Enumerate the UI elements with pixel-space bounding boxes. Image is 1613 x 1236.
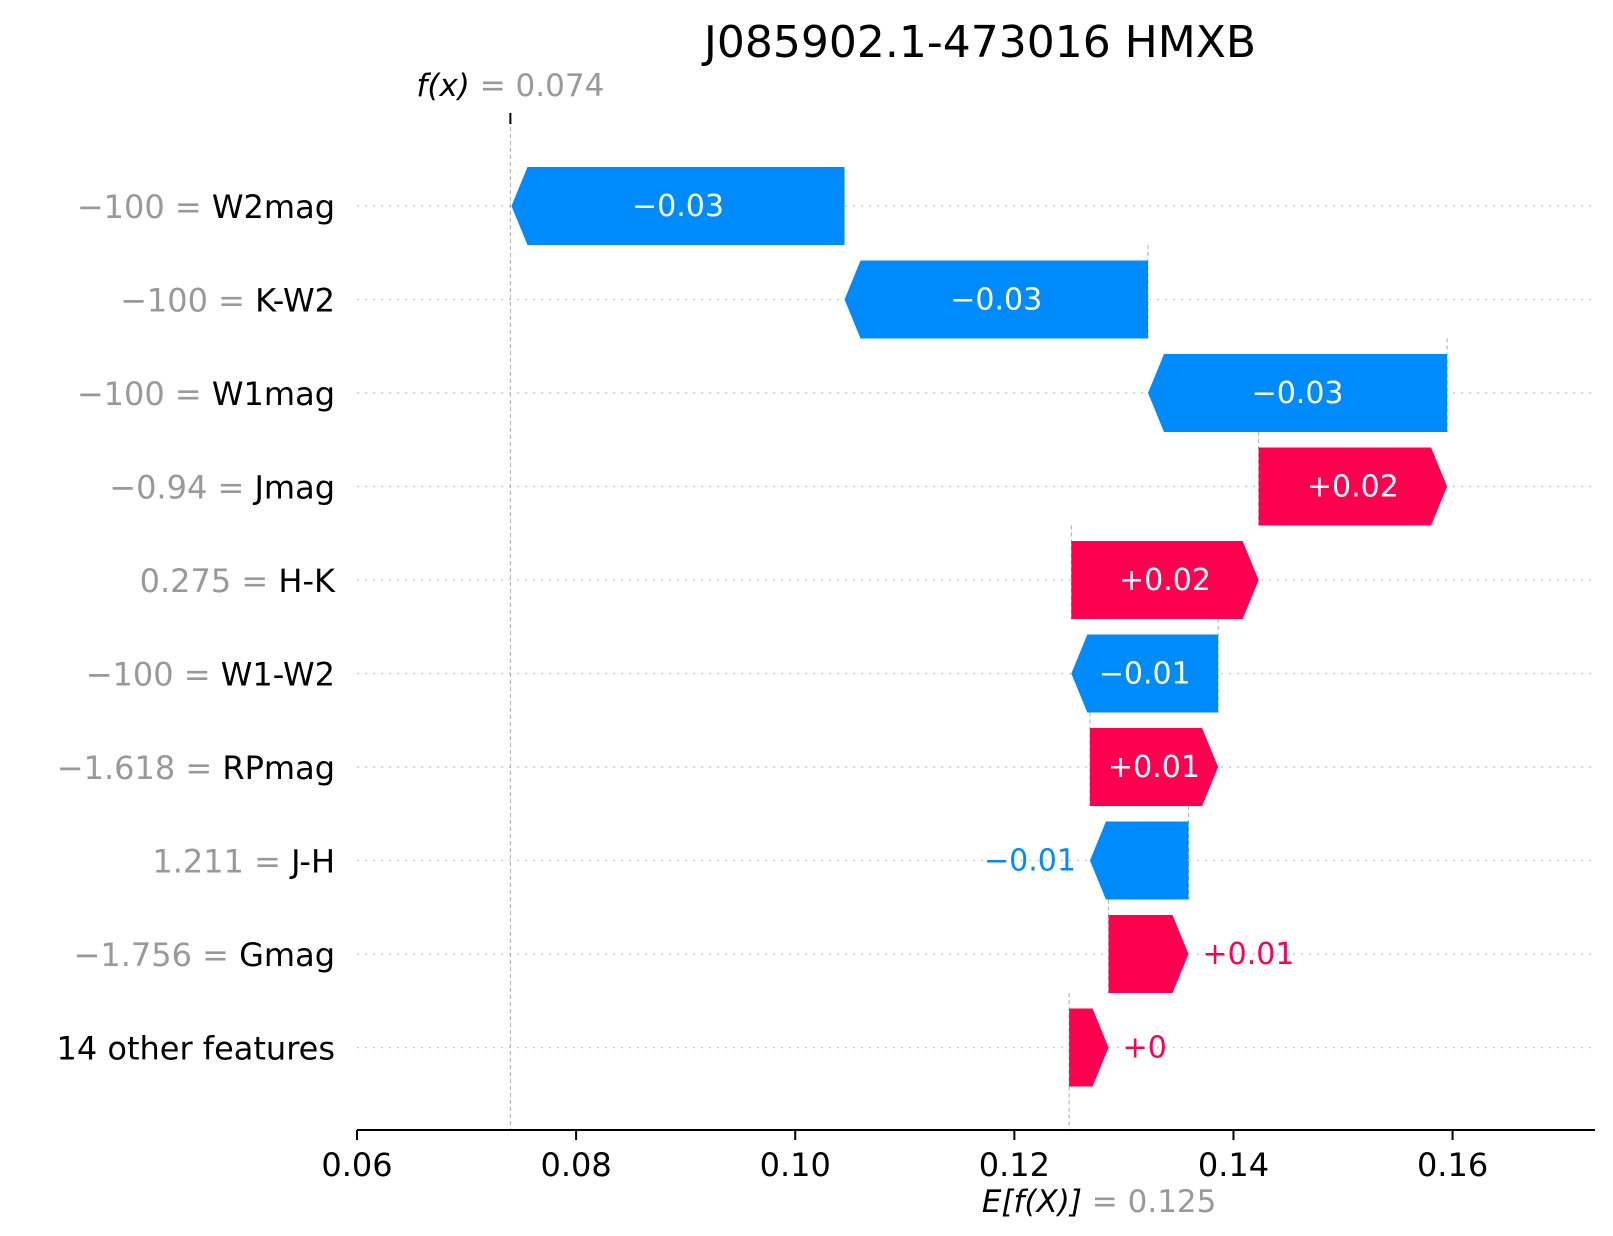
feature-name: Gmag: [239, 936, 335, 974]
feature-name: W2mag: [212, 188, 335, 226]
x-tick-label: 0.08: [540, 1146, 611, 1184]
x-tick-label: 0.12: [979, 1146, 1050, 1184]
bar-value-label: +0: [1123, 1031, 1167, 1066]
bar-w2mag: [511, 167, 845, 245]
bar-h-k: [1071, 541, 1259, 619]
feature-label: −0.94 = Jmag: [109, 469, 335, 507]
feature-label: −1.756 = Gmag: [74, 936, 335, 974]
feature-value: 1.211 =: [152, 843, 291, 881]
feature-name: Jmag: [252, 469, 335, 507]
feature-value: −1.756 =: [74, 936, 240, 974]
bar-jmag: [1258, 447, 1448, 526]
bar-w1-w2: [1071, 634, 1219, 713]
bar-value-label: −0.01: [984, 844, 1076, 879]
bar-value-label: −0.03: [632, 189, 724, 224]
fx-symbol: f(x): [416, 68, 469, 104]
chart-title: J085902.1-473016 HMXB: [701, 17, 1256, 68]
feature-name: J-H: [289, 843, 335, 881]
expected-label: E[f(X)] = 0.125: [982, 1184, 1217, 1220]
fx-label: f(x) = 0.074: [416, 68, 604, 104]
feature-name: W1mag: [212, 375, 335, 413]
bar-value-label: −0.01: [1099, 657, 1191, 692]
feature-label: −100 = W1mag: [77, 375, 335, 413]
feature-value: −1.618 =: [57, 749, 223, 787]
bar-value-label: +0.01: [1203, 937, 1295, 972]
feature-label: 1.211 = J-H: [152, 843, 335, 881]
bar-14-other-features: [1069, 1008, 1109, 1087]
feature-value: 0.275 =: [140, 562, 279, 600]
feature-value: −100 =: [120, 282, 255, 320]
feature-name: K-W2: [255, 282, 335, 320]
feature-name: RPmag: [222, 749, 335, 787]
feature-value: −100 =: [86, 656, 221, 694]
bar-j-h: [1089, 821, 1189, 900]
feature-name: W1-W2: [221, 656, 335, 694]
x-tick-label: 0.14: [1198, 1146, 1269, 1184]
x-tick-label: 0.16: [1417, 1146, 1488, 1184]
x-tick-label: 0.10: [760, 1146, 831, 1184]
bar-rpmag: [1089, 728, 1219, 806]
expected-value: = 0.125: [1082, 1184, 1216, 1220]
feature-value: −100 =: [77, 375, 212, 413]
bar-w1mag: [1148, 354, 1448, 432]
feature-label: −100 = K-W2: [120, 282, 335, 320]
bar-gmag: [1108, 915, 1189, 993]
bar-value-label: −0.03: [950, 283, 1042, 318]
fx-value: = 0.074: [470, 68, 604, 104]
feature-label: 0.275 = H-K: [140, 562, 336, 600]
feature-value: −100 =: [77, 188, 212, 226]
feature-name: H-K: [278, 562, 336, 600]
bar-value-label: +0.01: [1108, 750, 1200, 785]
feature-value: −0.94 =: [109, 469, 254, 507]
feature-label: −100 = W1-W2: [86, 656, 335, 694]
bar-k-w2: [844, 260, 1149, 339]
bar-value-label: +0.02: [1119, 563, 1211, 598]
feature-name: 14 other features: [56, 1030, 335, 1068]
feature-label: −1.618 = RPmag: [57, 749, 335, 787]
feature-label: −100 = W2mag: [77, 188, 335, 226]
bar-value-label: +0.02: [1307, 470, 1399, 505]
x-tick-label: 0.06: [321, 1146, 392, 1184]
expected-symbol: E[f(X)]: [982, 1184, 1082, 1220]
feature-label: 14 other features: [56, 1030, 335, 1068]
bar-value-label: −0.03: [1252, 376, 1344, 411]
